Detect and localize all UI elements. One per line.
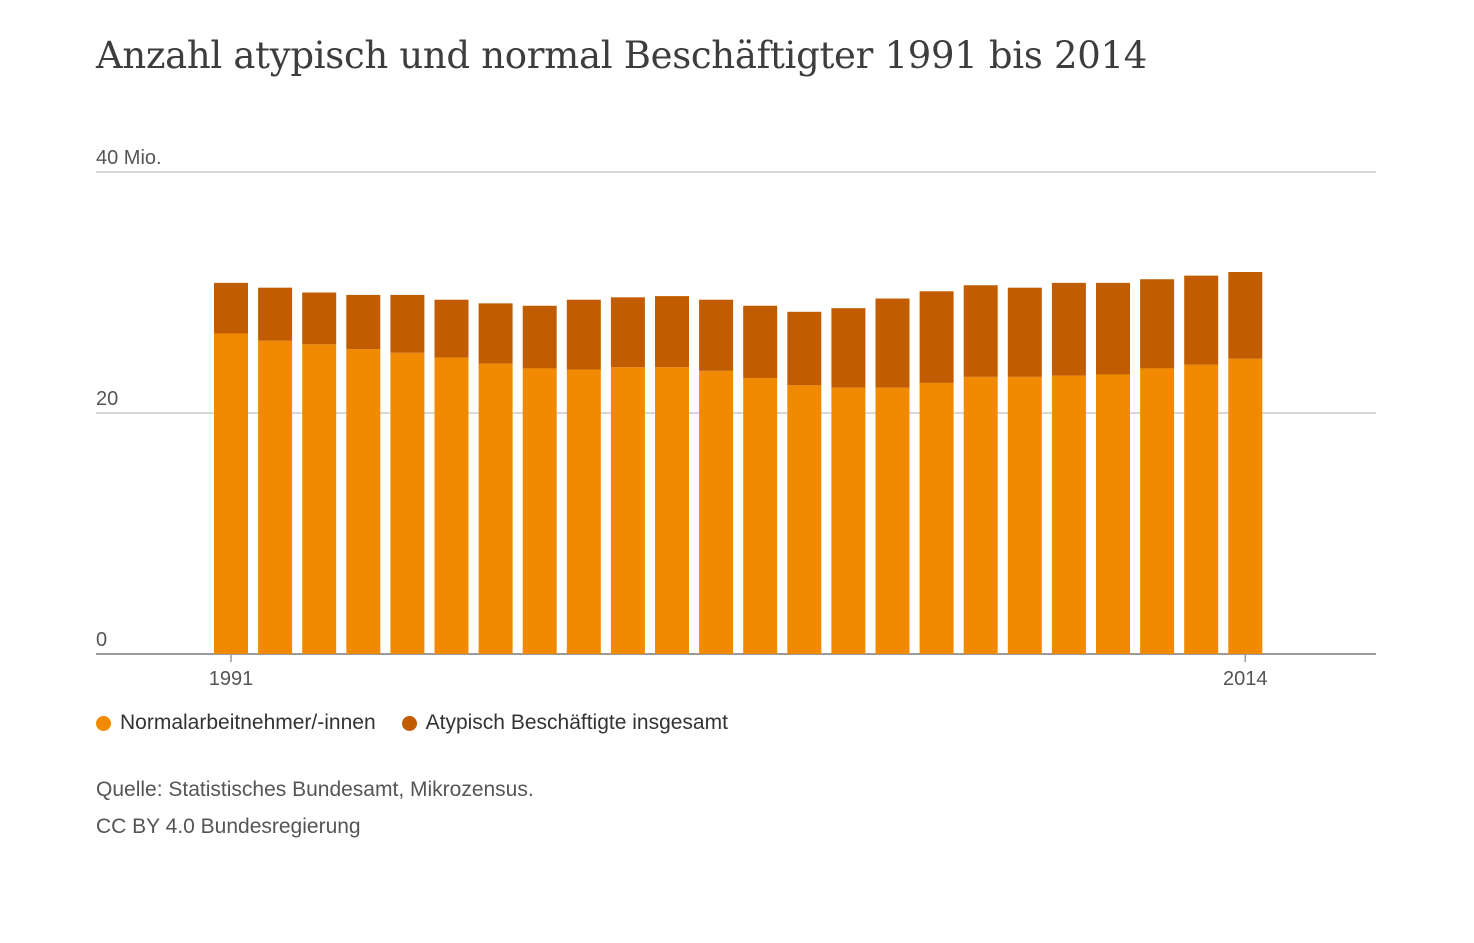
bar-normal-2002 [699,370,734,654]
bar-normal-1994 [346,349,381,654]
axis: 0 20 40 Mio. 1991 2014 [96,147,1268,690]
bar-normal-2005 [831,387,866,654]
source-line: Quelle: Statistisches Bundesamt, Mikroze… [96,778,534,801]
bar-atypisch-2000 [610,297,645,368]
x-tick-label: 1991 [209,668,254,690]
bar-normal-2000 [610,367,645,654]
bar-atypisch-1999 [566,299,601,370]
bar-atypisch-2003 [743,305,778,379]
bar-normal-2007 [919,382,954,654]
bar-normal-2011 [1096,374,1130,654]
bar-normal-2008 [963,376,998,654]
legend-label-atypisch: Atypisch Beschäftigte insgesamt [425,711,728,734]
bar-atypisch-2006 [875,298,910,388]
bar-atypisch-2013 [1184,275,1219,365]
bar-atypisch-1991 [214,282,248,334]
bar-normal-2014 [1228,358,1263,654]
bar-atypisch-1996 [434,299,469,358]
bar-atypisch-2010 [1051,282,1086,376]
bar-atypisch-2008 [963,285,998,377]
bar-normal-2004 [787,385,822,654]
bar-atypisch-2009 [1007,287,1042,377]
x-tick-label: 2014 [1223,668,1268,690]
bar-atypisch-1995 [390,294,425,353]
bar-atypisch-2004 [787,311,822,386]
bar-normal-1993 [302,344,337,654]
bar-normal-2003 [743,378,778,654]
legend-item-normal: Normalarbeitnehmer/-innen [96,711,376,735]
y-tick-label: 20 [96,388,118,410]
bar-normal-2006 [875,387,910,654]
source-note: Quelle: Statistisches Bundesamt, Mikroze… [96,771,534,845]
bar-normal-1997 [478,363,513,654]
legend-dot-normal [96,715,111,731]
chart-title: Anzahl atypisch und normal Beschäftigter… [96,34,1147,77]
bar-normal-1995 [390,352,425,654]
bar-normal-2009 [1007,376,1042,654]
bar-atypisch-2007 [919,291,954,383]
legend-item-atypisch: Atypisch Beschäftigte insgesamt [401,711,728,735]
bar-atypisch-1992 [258,287,293,341]
bar-atypisch-1993 [302,292,337,345]
legend: Normalarbeitnehmer/-innen Atypisch Besch… [96,711,754,735]
y-tick-label: 0 [96,629,107,651]
bar-atypisch-2002 [699,299,734,371]
bar-normal-1991 [214,333,248,654]
bars [214,272,1263,654]
bar-normal-2010 [1051,375,1086,654]
bar-normal-2013 [1184,364,1219,654]
bar-normal-1998 [522,368,557,654]
bar-atypisch-2011 [1096,282,1130,375]
bar-atypisch-2012 [1140,279,1175,369]
bar-normal-2012 [1140,368,1175,654]
bar-atypisch-1994 [346,294,381,350]
legend-dot-atypisch [401,715,417,731]
bar-normal-1996 [434,357,469,654]
bar-chart: 0 20 40 Mio. 1991 2014 [96,147,1376,690]
bar-atypisch-1998 [522,305,557,369]
bar-atypisch-2014 [1228,272,1263,359]
legend-label-normal: Normalarbeitnehmer/-innen [120,711,376,734]
license-line: CC BY 4.0 Bundesregierung [96,815,361,838]
bar-atypisch-2005 [831,308,866,388]
bar-atypisch-1997 [478,303,513,364]
bar-atypisch-2001 [655,296,689,368]
bar-normal-1999 [566,369,601,654]
y-tick-label: 40 Mio. [96,147,162,169]
bar-normal-1992 [258,340,293,654]
bar-normal-2001 [655,367,689,654]
